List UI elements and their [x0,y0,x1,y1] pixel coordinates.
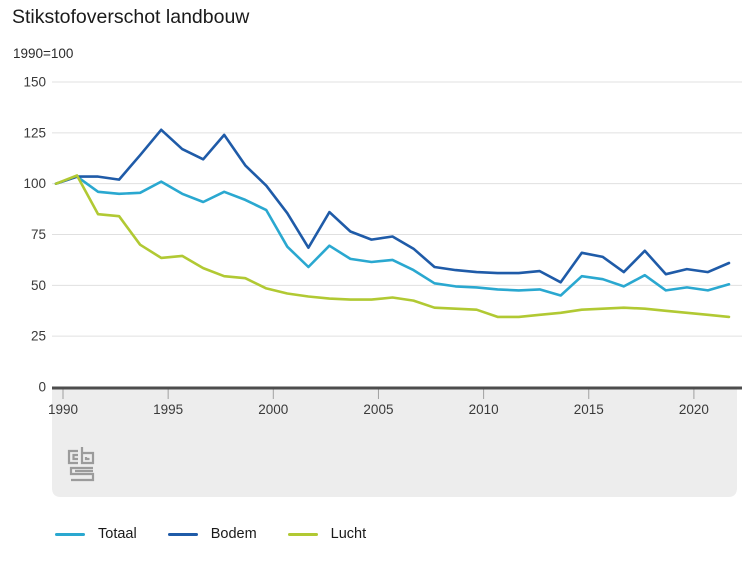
series-line-totaal[interactable] [54,175,731,297]
cbs-logo-stroke [67,449,78,465]
cbs-logo-stroke [80,447,95,465]
bodem-line-swatch [167,532,198,536]
chart-unit-label: 1990=100 [13,46,74,61]
y-axis-label: 75 [31,227,46,242]
cbs-logo-stroke [72,453,78,461]
y-axis-label: 150 [23,75,46,90]
cbs-logo [67,447,95,482]
legend-label: Lucht [330,526,367,542]
line-chart: 0 25 50 75 100 125 150 1990 1995 2000 2005 2010 2015… [23,75,742,497]
legend-item-lucht[interactable]: Lucht [287,526,367,542]
x-axis-label: 1990 [48,402,78,417]
lucht-line-swatch [287,532,318,536]
y-axis-label: 125 [23,125,46,140]
legend-label: Bodem [210,526,257,542]
y-axis-label: 25 [31,329,46,344]
x-axis-label: 1995 [153,402,183,417]
series-line-lucht[interactable] [54,174,731,319]
series-line-bodem[interactable] [54,128,731,284]
footer-band [52,389,737,497]
y-axis-label: 50 [31,278,46,293]
totaal-line-swatch [55,532,85,536]
x-axis-label: 2020 [679,402,709,417]
cbs-logo-stroke [69,466,95,482]
y-axis-label: 0 [38,380,46,395]
x-axis-label: 2015 [574,402,604,417]
legend-item-totaal[interactable]: Totaal [55,526,137,542]
x-axis-label: 2000 [258,402,288,417]
cbs-logo-stroke [84,457,90,461]
chart-title: Stikstofoverschot landbouw [12,6,250,28]
y-axis-label: 100 [23,176,46,191]
legend-label: Totaal [98,526,137,542]
legend: Totaal Bodem Lucht [55,526,366,542]
x-axis-label: 2005 [363,402,393,417]
x-axis-label: 2010 [469,402,499,417]
legend-item-bodem[interactable]: Bodem [167,526,257,542]
